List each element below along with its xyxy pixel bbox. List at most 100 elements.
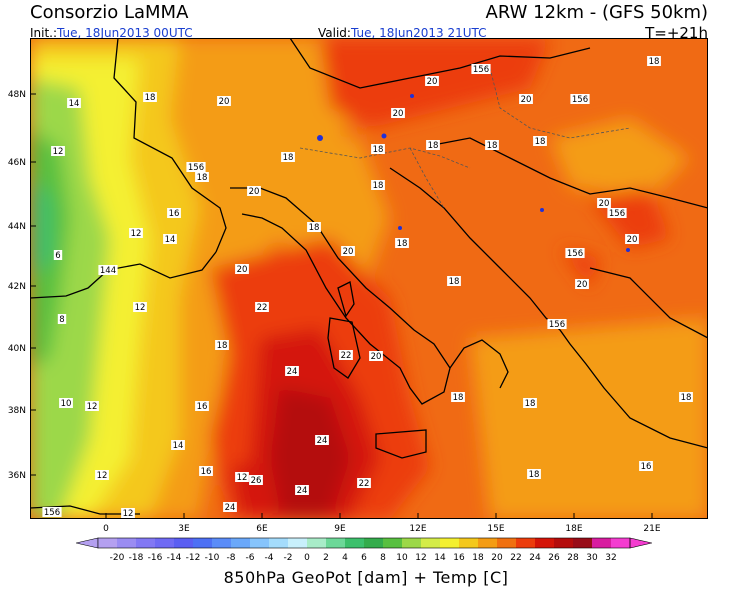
colorbar-swatch <box>212 538 232 548</box>
colorbar-label: 24 <box>529 553 541 563</box>
contour-label: 14 <box>163 234 177 245</box>
colorbar-label: 22 <box>510 553 521 563</box>
contour-label-text: 12 <box>135 303 146 313</box>
contour-label-text: 18 <box>373 145 384 155</box>
colorbar-label: -12 <box>186 553 201 563</box>
colorbar-label: -14 <box>167 553 182 563</box>
contour-label: 14 <box>171 440 185 451</box>
contour-label: 156 <box>547 319 567 330</box>
colorbar-swatch <box>326 538 346 548</box>
contour-label-text: 24 <box>225 503 236 513</box>
contour-label-text: 156 <box>44 508 60 518</box>
contour-label: 16 <box>167 208 181 219</box>
map-frame <box>30 38 708 519</box>
contour-label: 22 <box>255 302 269 313</box>
contour-label: 12 <box>95 470 109 481</box>
contour-label-text: 16 <box>641 462 652 472</box>
contour-label: 18 <box>679 392 693 403</box>
colorbar-label: 6 <box>361 553 367 563</box>
contour-label-text: 156 <box>549 320 565 330</box>
contour-label-text: 18 <box>145 93 156 103</box>
colorbar-swatch <box>611 538 631 548</box>
longitude-labels: 0 3E 6E 9E 12E 15E 18E 21E <box>103 524 661 534</box>
contour-label-text: 20 <box>249 187 260 197</box>
contour-label: 18 <box>647 56 661 67</box>
contour-label: 20 <box>597 198 611 209</box>
contour-label-text: 20 <box>343 247 354 257</box>
contour-label: 20 <box>519 94 533 105</box>
contour-label: 144 <box>98 265 118 276</box>
contour-label-text: 18 <box>525 399 536 409</box>
contour-label: 8 <box>57 314 67 325</box>
contour-label: 12 <box>51 146 65 157</box>
contour-label-text: 18 <box>397 239 408 249</box>
colorbar-swatch <box>364 538 384 548</box>
contour-label: 18 <box>451 392 465 403</box>
contour-label: 18 <box>371 144 385 155</box>
forecast-step: T=+21h <box>645 24 708 42</box>
colorbar-label: 26 <box>548 553 560 563</box>
colorbar-label: 30 <box>586 553 598 563</box>
colorbar-label: 16 <box>453 553 465 563</box>
contour-label: 12 <box>235 472 249 483</box>
latitude-label: 36N <box>8 471 26 481</box>
contour-label-text: 14 <box>165 235 176 245</box>
colorbar-label: 12 <box>415 553 426 563</box>
init-value: Tue, 18Jun2013 00UTC <box>57 26 193 40</box>
contour-label-text: 18 <box>283 153 294 163</box>
colorbar-label: 32 <box>605 553 616 563</box>
contour-label: 12 <box>133 302 147 313</box>
contour-label-text: 156 <box>567 249 583 259</box>
colorbar-swatch <box>554 538 574 548</box>
contour-label: 18 <box>195 172 209 183</box>
contour-label: 24 <box>285 366 299 377</box>
model-title: ARW 12km - (GFS 50km) <box>485 2 708 23</box>
contour-label-text: 26 <box>251 476 262 486</box>
contour-label-text: 20 <box>371 352 382 362</box>
colorbar-swatch <box>421 538 441 548</box>
contour-label: 18 <box>523 398 537 409</box>
contour-label-text: 18 <box>217 341 228 351</box>
contour-label-text: 16 <box>201 467 212 477</box>
contour-label-text: 14 <box>173 441 184 451</box>
colorbar-swatch <box>155 538 175 548</box>
contour-label: 18 <box>395 238 409 249</box>
contour-label-text: 12 <box>131 229 142 239</box>
colorbar-swatch <box>250 538 270 548</box>
colorbar-frame <box>97 537 631 549</box>
init-label: Init.: <box>30 26 58 40</box>
valid-time: Valid:Tue, 18Jun2013 21UTC <box>318 26 487 40</box>
contour-label-text: 18 <box>649 57 660 67</box>
contour-label: 18 <box>215 340 229 351</box>
colorbar-label: -8 <box>227 553 236 563</box>
colorbar-high-arrow <box>629 537 652 549</box>
colorbar-label: 18 <box>472 553 484 563</box>
colorbar-low-arrow <box>76 537 99 549</box>
colorbar-swatch <box>592 538 612 548</box>
temperature-map: 14 18 20 20 156 18 20 156 20 18 18 18 12 156 18 18 18 18 2… <box>30 38 708 519</box>
longitude-label: 18E <box>565 524 582 534</box>
colorbar-label: -4 <box>265 553 274 563</box>
contour-label: 18 <box>371 180 385 191</box>
contour-label-text: 20 <box>627 235 638 245</box>
contour-label-text: 22 <box>257 303 268 313</box>
latitude-label: 48N <box>8 90 26 100</box>
latitude-label: 44N <box>8 222 26 232</box>
contour-label-text: 16 <box>197 402 208 412</box>
colorbar-label: -20 <box>110 553 125 563</box>
contour-label: 6 <box>53 250 63 261</box>
org-title: Consorzio LaMMA <box>30 2 189 23</box>
colorbar-swatch <box>459 538 479 548</box>
contour-label: 24 <box>223 502 237 513</box>
temperature-colorbar: -20 -18 -16 -14 -12 -10 -8 -6 -4 -2 0 2 4 6 8 10 12 14 16 1… <box>76 537 652 563</box>
contour-label: 14 <box>67 98 81 109</box>
colorbar-swatch <box>516 538 536 548</box>
contour-label-text: 18 <box>535 137 546 147</box>
contour-label-text: 14 <box>69 99 80 109</box>
colorbar-label: -18 <box>129 553 144 563</box>
map-caption: 850hPa GeoPot [dam] + Temp [C] <box>223 568 509 587</box>
contour-label-text: 156 <box>473 65 489 75</box>
contour-label: 156 <box>471 64 491 75</box>
contour-label-text: 20 <box>599 199 610 209</box>
colorbar-label: 4 <box>342 553 348 563</box>
